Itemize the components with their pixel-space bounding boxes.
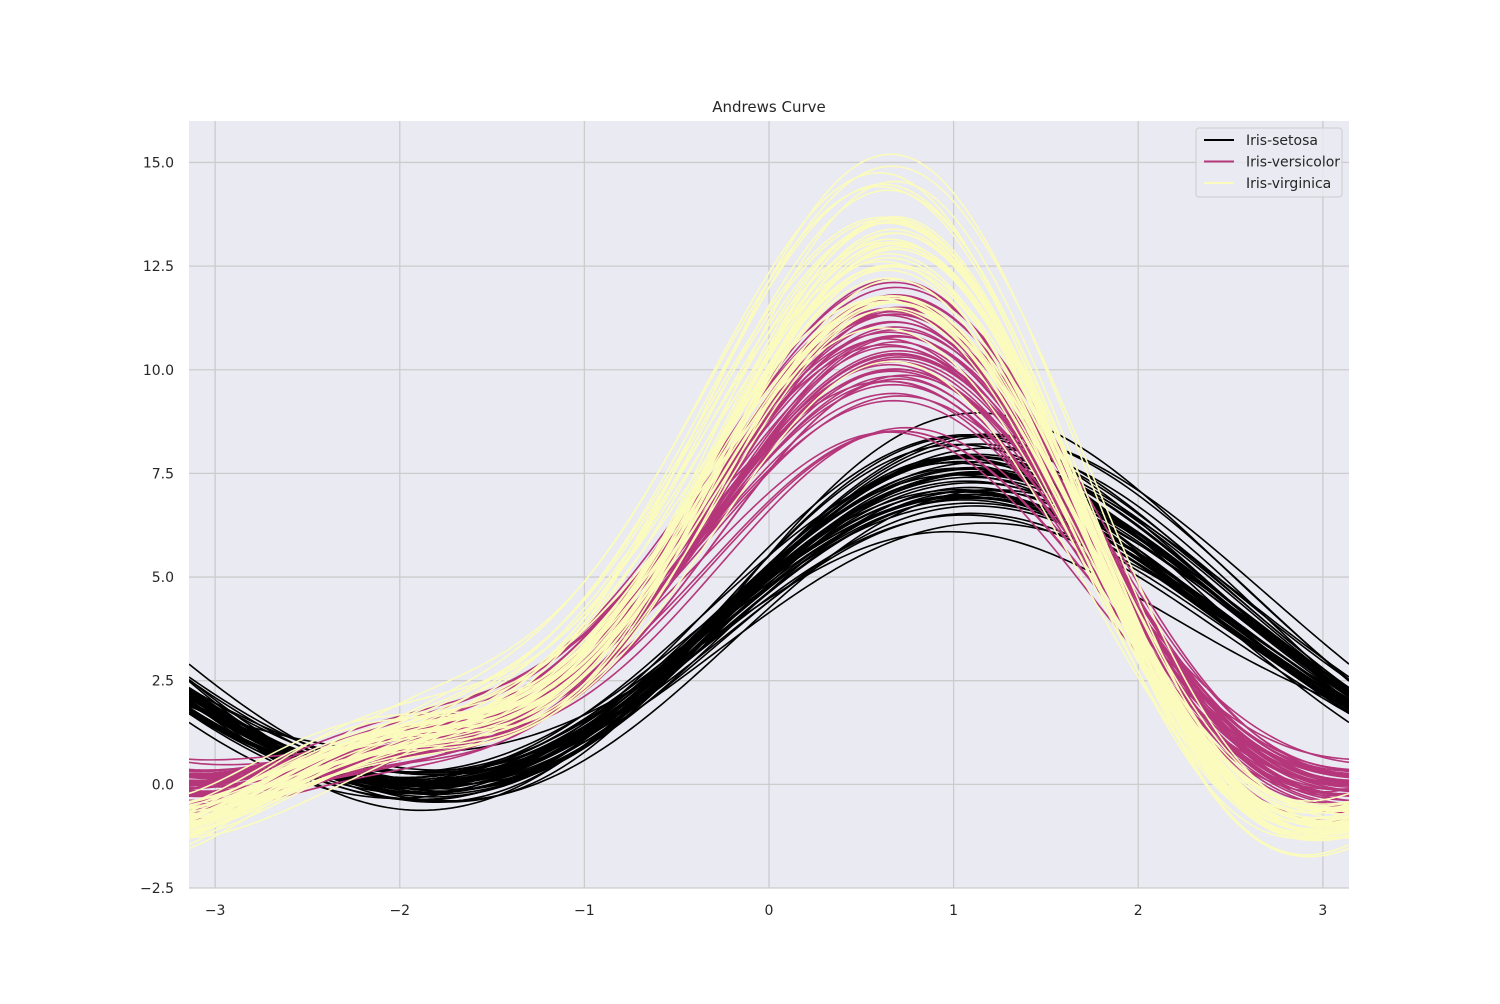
x-axis: −3 −2 −1 0 1 2 3: [205, 903, 1327, 919]
andrews-curve-line: [189, 222, 1349, 824]
legend-label: Iris-versicolor: [1246, 155, 1340, 171]
andrews-curve-line: [189, 505, 1349, 795]
andrews-curve-line: [189, 295, 1349, 814]
x-tick-label: −3: [205, 903, 226, 919]
y-axis: −2.5 0.0 2.5 5.0 7.5 10.0 12.5 15.0: [140, 155, 174, 897]
andrews-curve-line: [189, 165, 1349, 820]
series-iris-setosa: [189, 412, 1349, 812]
x-tick-label: −1: [574, 903, 595, 919]
andrews-curve-line: [189, 301, 1349, 831]
x-tick-label: 0: [765, 903, 774, 919]
andrews-curve-line: [189, 473, 1349, 785]
andrews-curve-line: [189, 248, 1349, 813]
legend-box: [1195, 127, 1343, 198]
series-iris-virginica: [189, 153, 1349, 858]
y-tick-label: 12.5: [143, 259, 174, 275]
y-tick-label: 15.0: [143, 155, 174, 171]
y-tick-label: −2.5: [140, 881, 174, 897]
andrews-curve-line: [189, 242, 1349, 802]
y-tick-label: 7.5: [152, 466, 174, 482]
andrews-curve-line: [189, 443, 1349, 801]
x-tick-label: −2: [389, 903, 410, 919]
andrews-curve-line: [189, 488, 1349, 802]
andrews-curve-line: [189, 473, 1349, 787]
y-tick-label: 5.0: [152, 570, 174, 586]
curves: [189, 153, 1349, 858]
andrews-curve-line: [189, 456, 1349, 785]
andrews-curve-line: [189, 241, 1349, 815]
x-tick-label: 2: [1134, 903, 1143, 919]
andrews-curve-line: [189, 456, 1349, 791]
y-tick-label: 0.0: [152, 777, 174, 793]
legend-label: Iris-virginica: [1246, 176, 1331, 192]
andrews-curve-line: [189, 456, 1349, 802]
andrews-curve-line: [189, 482, 1349, 782]
andrews-curve-line: [189, 215, 1349, 834]
y-tick-label: 10.0: [143, 363, 174, 379]
legend: Iris-setosa Iris-versicolor Iris-virginica: [1195, 127, 1343, 198]
y-tick-label: 2.5: [152, 674, 174, 690]
legend-label: Iris-setosa: [1246, 133, 1318, 149]
chart-title: Andrews Curve: [712, 98, 825, 116]
x-tick-label: 3: [1318, 903, 1327, 919]
andrews-curve-line: [189, 294, 1349, 825]
x-tick-label: 1: [949, 903, 958, 919]
